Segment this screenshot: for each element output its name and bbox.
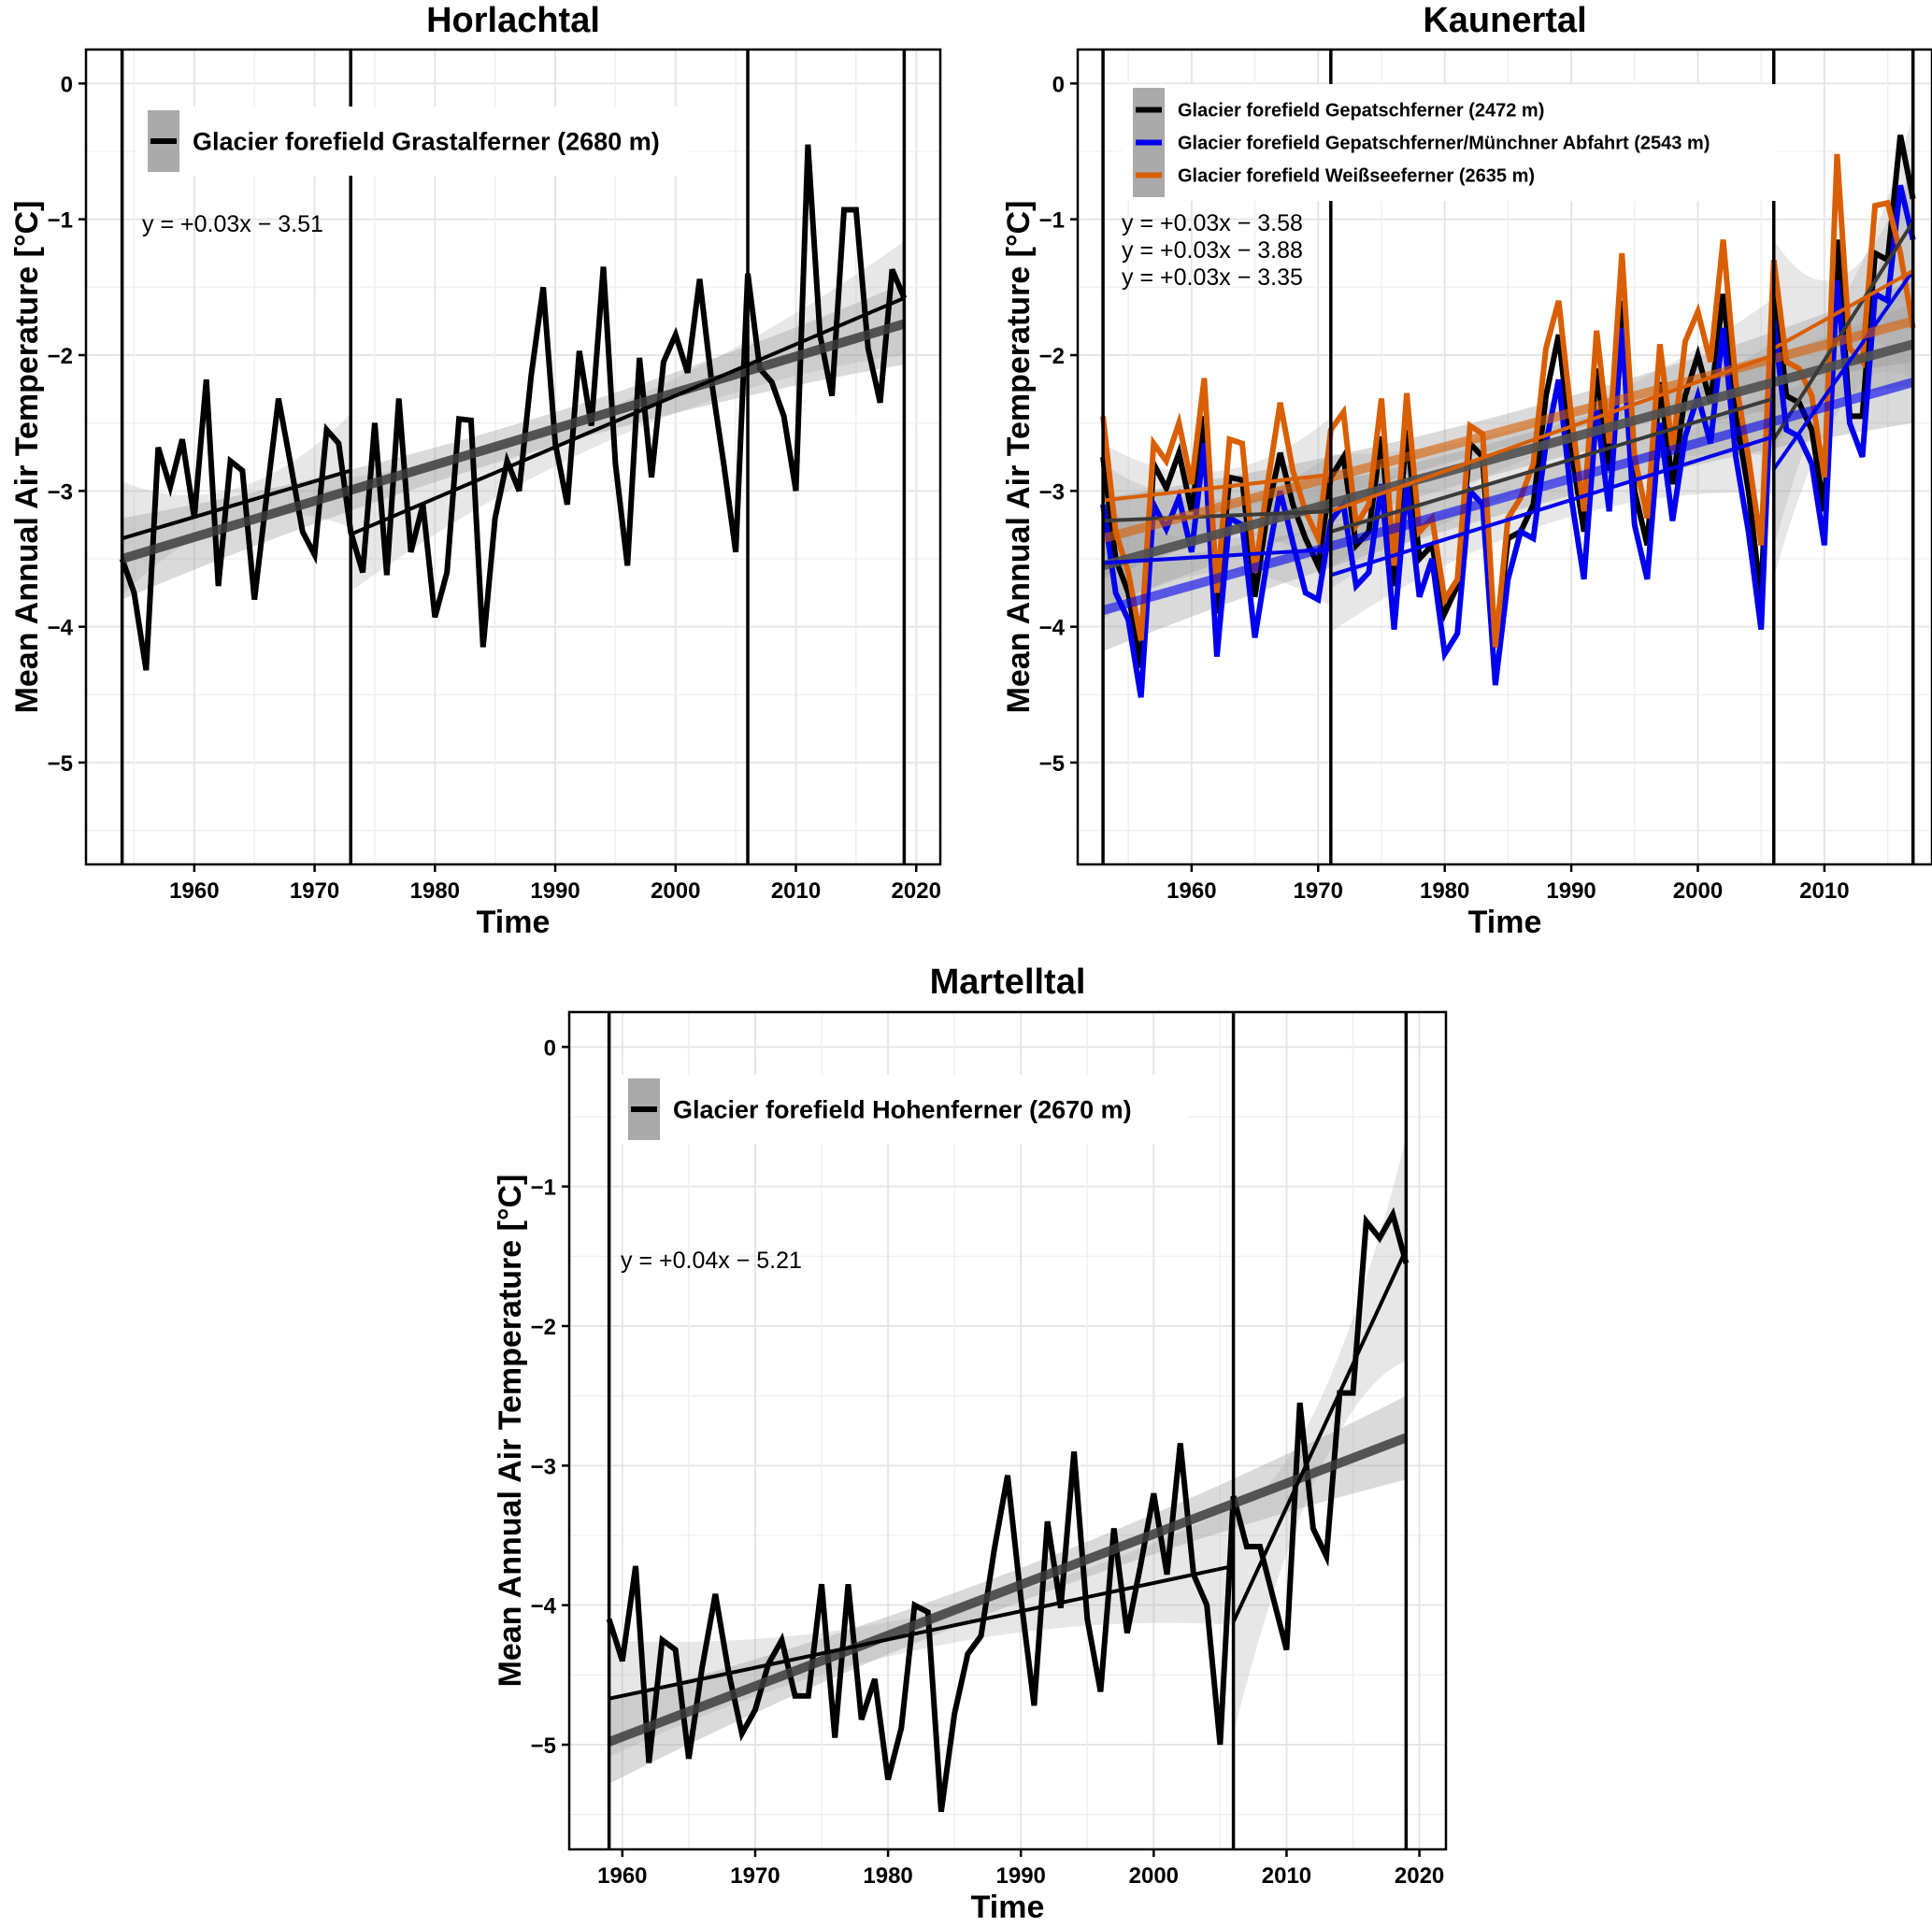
x-tick-label: 1970 bbox=[730, 1863, 780, 1889]
legend-background bbox=[1122, 84, 1776, 201]
overall-trend-line-1 bbox=[1101, 378, 1915, 616]
y-tick-label: −2 bbox=[531, 1315, 556, 1340]
equations: y = +0.03x − 3.58y = +0.03x − 3.88y = +0… bbox=[1122, 210, 1303, 291]
y-tick-label: −2 bbox=[48, 344, 73, 369]
equations: y = +0.04x − 5.21 bbox=[621, 1248, 802, 1274]
legend-background bbox=[136, 107, 688, 176]
segment-trend-line bbox=[1772, 269, 1915, 471]
axes: 0 −1 −2 −3 −4 −5 1960 1970 1980 1990 2000 2010 2020 bbox=[531, 1035, 1445, 1889]
x-tick-label: 1990 bbox=[1546, 878, 1596, 904]
segment-trend-line bbox=[1330, 435, 1775, 578]
y-tick-label: 0 bbox=[61, 72, 73, 97]
x-tick-label: 2010 bbox=[1799, 878, 1849, 904]
panel-title: Martelltal bbox=[930, 963, 1086, 1002]
x-tick-label: 1960 bbox=[597, 1863, 647, 1889]
regression-equation: y = +0.03x − 3.35 bbox=[1122, 264, 1303, 291]
legend: Glacier forefield Gepatschferner (2472 m… bbox=[1122, 84, 1776, 201]
x-tick-label: 1990 bbox=[530, 878, 580, 904]
y-tick-label: 0 bbox=[1052, 72, 1065, 97]
plot-area bbox=[119, 50, 908, 864]
plot-frame bbox=[1076, 48, 1932, 866]
x-axis-title: Time bbox=[1468, 905, 1542, 940]
segment-trend-line bbox=[122, 468, 351, 541]
y-tick-label: −5 bbox=[1039, 751, 1065, 777]
regression-equation: y = +0.04x − 5.21 bbox=[621, 1248, 802, 1274]
legend: Glacier forefield Grastalferner (2680 m) bbox=[136, 107, 688, 176]
y-tick-label: −4 bbox=[531, 1594, 557, 1619]
x-tick-label: 2020 bbox=[1395, 1863, 1444, 1889]
x-axis-title: Time bbox=[477, 905, 551, 940]
segment-trend-line bbox=[1772, 221, 1915, 441]
segment-trend-line bbox=[1330, 396, 1775, 534]
legend-label: Glacier forefield Grastalferner (2680 m) bbox=[193, 128, 660, 156]
x-tick-label: 1990 bbox=[996, 1863, 1046, 1889]
overall-trend-line-2 bbox=[1101, 316, 1914, 544]
x-axis-title: Time bbox=[971, 1890, 1045, 1925]
legend-label: Glacier forefield Gepatschferner (2472 m… bbox=[1178, 101, 1544, 121]
panel-martelltal: Glacier forefield Hohenferner (2670 m) y … bbox=[493, 963, 1448, 1925]
segment-trend-line bbox=[1330, 353, 1775, 514]
panel-title: Kaunertal bbox=[1423, 1, 1586, 40]
overall-trend-line-0 bbox=[607, 1433, 1409, 1747]
y-tick-label: −2 bbox=[1039, 344, 1065, 369]
segment-trend-line bbox=[1231, 1248, 1409, 1623]
x-tick-label: 2000 bbox=[1129, 1863, 1179, 1889]
overall-trend-line-0 bbox=[1101, 339, 1915, 571]
overall-trend-line-0 bbox=[121, 319, 906, 564]
y-tick-label: 0 bbox=[544, 1035, 556, 1061]
segment-trend-line bbox=[1102, 472, 1332, 503]
plot-frame bbox=[567, 1010, 1448, 1851]
legend: Glacier forefield Hohenferner (2670 m) bbox=[617, 1075, 1187, 1144]
y-tick-label: −3 bbox=[48, 479, 73, 505]
plot-frame bbox=[84, 48, 942, 866]
equations: y = +0.03x − 3.51 bbox=[142, 211, 323, 237]
y-axis-title: Mean Annual Air Temperature [°C] bbox=[493, 1175, 528, 1688]
panel-title: Horlachtal bbox=[426, 1, 600, 40]
y-tick-label: −4 bbox=[48, 616, 74, 641]
segment-trend-line bbox=[1772, 269, 1914, 350]
regression-equation: y = +0.03x − 3.88 bbox=[1122, 237, 1303, 264]
y-tick-label: −1 bbox=[1039, 208, 1065, 234]
plot-area bbox=[606, 1012, 1410, 1849]
legend-background bbox=[617, 1075, 1187, 1144]
x-tick-label: 2010 bbox=[1262, 1863, 1311, 1889]
x-tick-label: 2020 bbox=[892, 878, 941, 904]
legend-label: Glacier forefield Weißseeferner (2635 m) bbox=[1178, 166, 1535, 187]
y-axis-title: Mean Annual Air Temperature [°C] bbox=[9, 201, 45, 714]
y-tick-label: −4 bbox=[1039, 616, 1066, 641]
y-tick-label: −3 bbox=[1039, 479, 1065, 505]
x-tick-label: 1980 bbox=[410, 878, 460, 904]
x-tick-label: 1970 bbox=[1294, 878, 1343, 904]
x-tick-label: 2010 bbox=[771, 878, 821, 904]
axes: 0 −1 −2 −3 −4 −5 1960 1970 1980 1990 2000 2010 bbox=[1039, 72, 1850, 904]
x-tick-label: 1980 bbox=[863, 1863, 912, 1889]
x-tick-label: 2000 bbox=[1673, 878, 1723, 904]
x-tick-label: 1980 bbox=[1420, 878, 1469, 904]
panel-kaunertal: Glacier forefield Gepatschferner (2472 m… bbox=[1001, 1, 1932, 940]
regression-equation: y = +0.03x − 3.58 bbox=[1122, 210, 1303, 236]
x-tick-label: 1960 bbox=[1166, 878, 1216, 904]
segment-trend-line bbox=[350, 296, 906, 536]
x-tick-label: 1970 bbox=[290, 878, 339, 904]
legend-label: Glacier forefield Gepatschferner/Münchne… bbox=[1178, 134, 1710, 154]
series-line-0 bbox=[119, 144, 908, 671]
y-axis-title: Mean Annual Air Temperature [°C] bbox=[1001, 201, 1037, 714]
series-line-0 bbox=[606, 1206, 1410, 1813]
y-tick-label: −1 bbox=[531, 1176, 556, 1201]
axes: 0 −1 −2 −3 −4 −5 1960 1970 1980 1990 2000 2010 2020 bbox=[48, 72, 941, 904]
y-tick-label: −1 bbox=[48, 208, 73, 234]
segment-trend-line bbox=[1102, 547, 1331, 565]
plot-area bbox=[1100, 50, 1916, 864]
regression-equation: y = +0.03x − 3.51 bbox=[142, 211, 323, 237]
x-tick-label: 1960 bbox=[169, 878, 219, 904]
panel-horlachtal: Glacier forefield Grastalferner (2680 m)… bbox=[9, 1, 942, 940]
segment-trend-line bbox=[608, 1563, 1235, 1701]
segment-trend-line bbox=[1102, 509, 1331, 523]
y-tick-label: −5 bbox=[48, 751, 73, 777]
y-tick-label: −3 bbox=[531, 1454, 556, 1479]
x-tick-label: 2000 bbox=[651, 878, 700, 904]
legend-label: Glacier forefield Hohenferner (2670 m) bbox=[673, 1096, 1132, 1124]
y-tick-label: −5 bbox=[531, 1733, 556, 1759]
